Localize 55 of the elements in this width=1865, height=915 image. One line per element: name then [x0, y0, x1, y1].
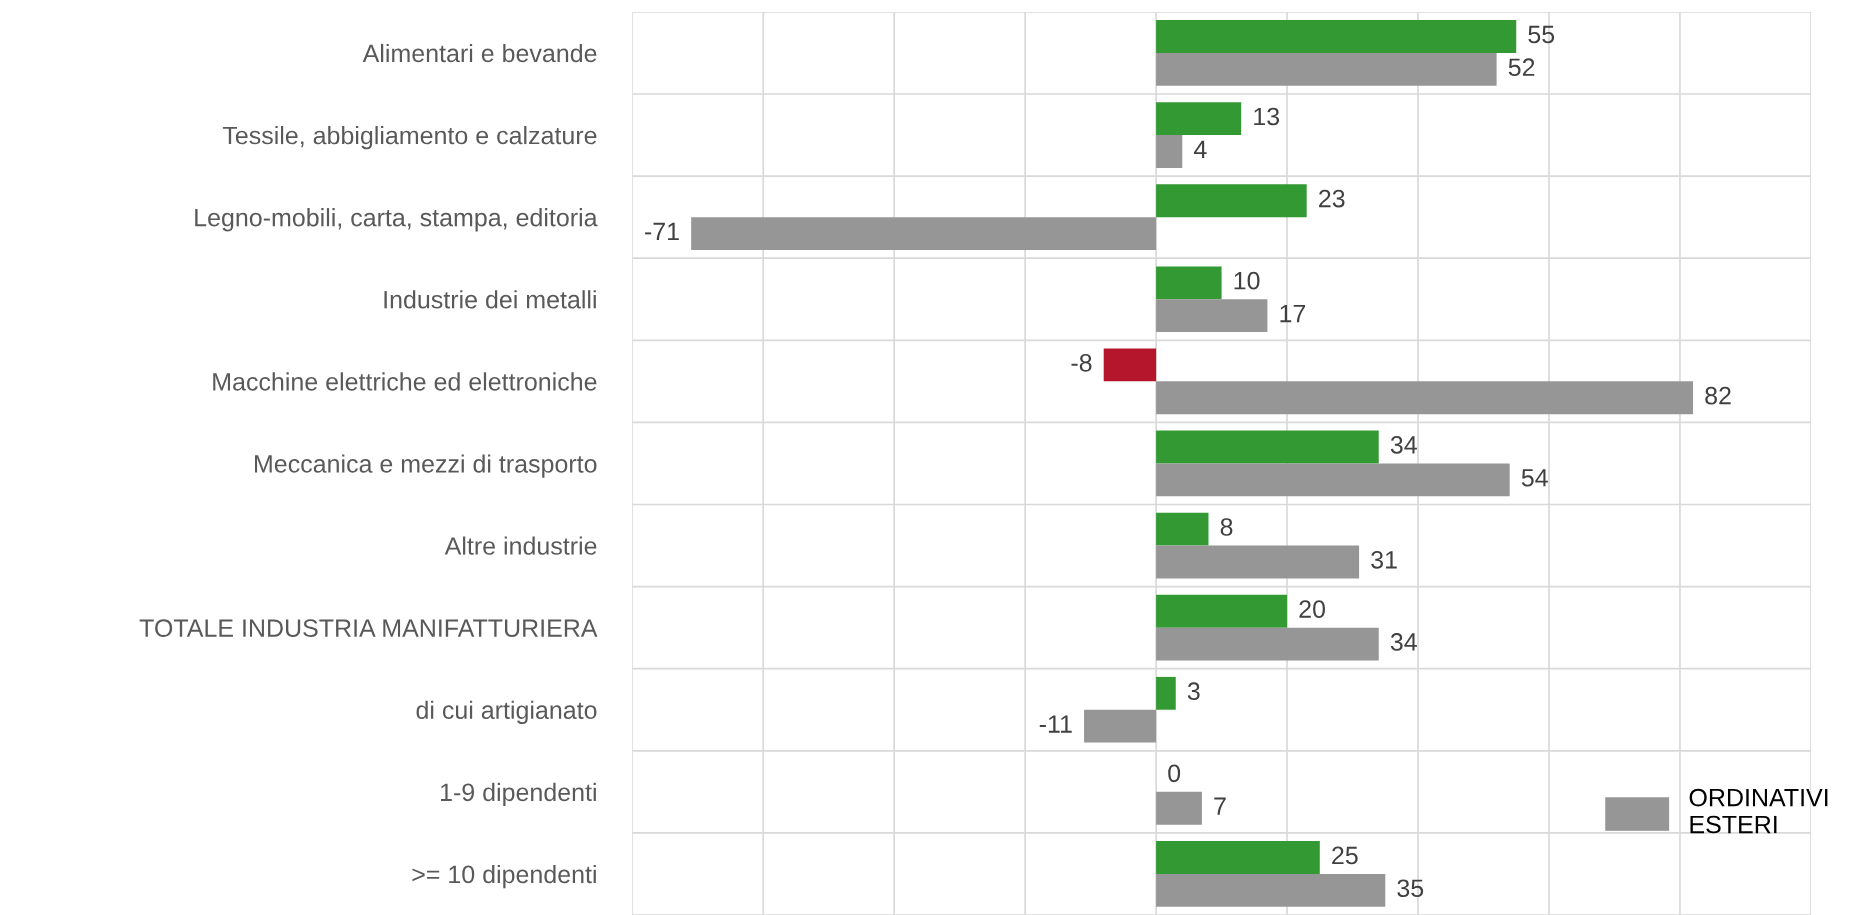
bar [1156, 184, 1307, 218]
y-tick-label: Macchine elettriche ed elettroniche [213, 372, 597, 391]
y-tick-label: di cui artigianato [416, 700, 597, 724]
data-label: 4 [1193, 140, 1207, 158]
bar [1156, 594, 1288, 628]
data-label: 34 [1390, 633, 1417, 651]
bar [1084, 709, 1157, 743]
y-tick-label: >= 10 dipendenti [412, 864, 596, 889]
data-label: 55 [1528, 25, 1555, 44]
data-label: -8 [1071, 353, 1092, 372]
y-tick-label: Meccanica e mezzi di trasporto [255, 454, 597, 478]
data-label: 0 [1168, 764, 1181, 783]
data-label: 31 [1371, 550, 1397, 569]
bar [1156, 512, 1209, 546]
bar [1156, 463, 1510, 497]
y-tick-label: Tessile, abbigliamento e calzature [222, 125, 597, 150]
bar [1156, 430, 1379, 464]
bar [1156, 20, 1517, 53]
data-label: 13 [1254, 107, 1280, 126]
bar [1156, 52, 1497, 86]
bar [1103, 348, 1157, 382]
data-label: 3 [1187, 682, 1200, 701]
y-tick-label: 1-9 dipendenti [440, 782, 596, 807]
bar [1156, 791, 1202, 825]
bar [1156, 102, 1242, 136]
data-label: 10 [1234, 271, 1260, 290]
bar [691, 217, 1157, 250]
data-label: 35 [1397, 879, 1424, 898]
y-tick-label: Industrie dei metalli [384, 290, 596, 309]
y-tick-label: Altre industrie [444, 536, 597, 555]
bar [1156, 381, 1694, 415]
bar [1156, 299, 1268, 333]
y-tick-label: Alimentari e bevande [362, 43, 597, 63]
y-tick-label: Legno-mobili, carta, stampa, editoria [195, 208, 598, 232]
data-label: 17 [1280, 304, 1306, 323]
bar [1156, 266, 1222, 300]
data-label: 20 [1299, 600, 1325, 618]
bar [1156, 676, 1176, 710]
legend-label: ORDINATIVI ESTERI [1689, 788, 1828, 834]
data-label: -71 [645, 222, 679, 241]
bar [1156, 627, 1379, 661]
data-label: 52 [1508, 58, 1535, 77]
data-label: -11 [1039, 715, 1072, 733]
bar [1156, 841, 1320, 874]
data-label: 82 [1705, 386, 1731, 405]
bar [1156, 873, 1386, 907]
bar [1156, 545, 1360, 579]
bar [1156, 135, 1183, 168]
data-label: 7 [1214, 797, 1226, 815]
data-label: 25 [1332, 846, 1358, 865]
y-tick-label: TOTALE INDUSTRIA MANIFATTURIERA [139, 619, 598, 637]
data-label: 8 [1220, 518, 1233, 536]
data-label: 23 [1319, 189, 1345, 208]
data-label: 54 [1521, 469, 1548, 487]
data-label: 34 [1390, 436, 1417, 454]
